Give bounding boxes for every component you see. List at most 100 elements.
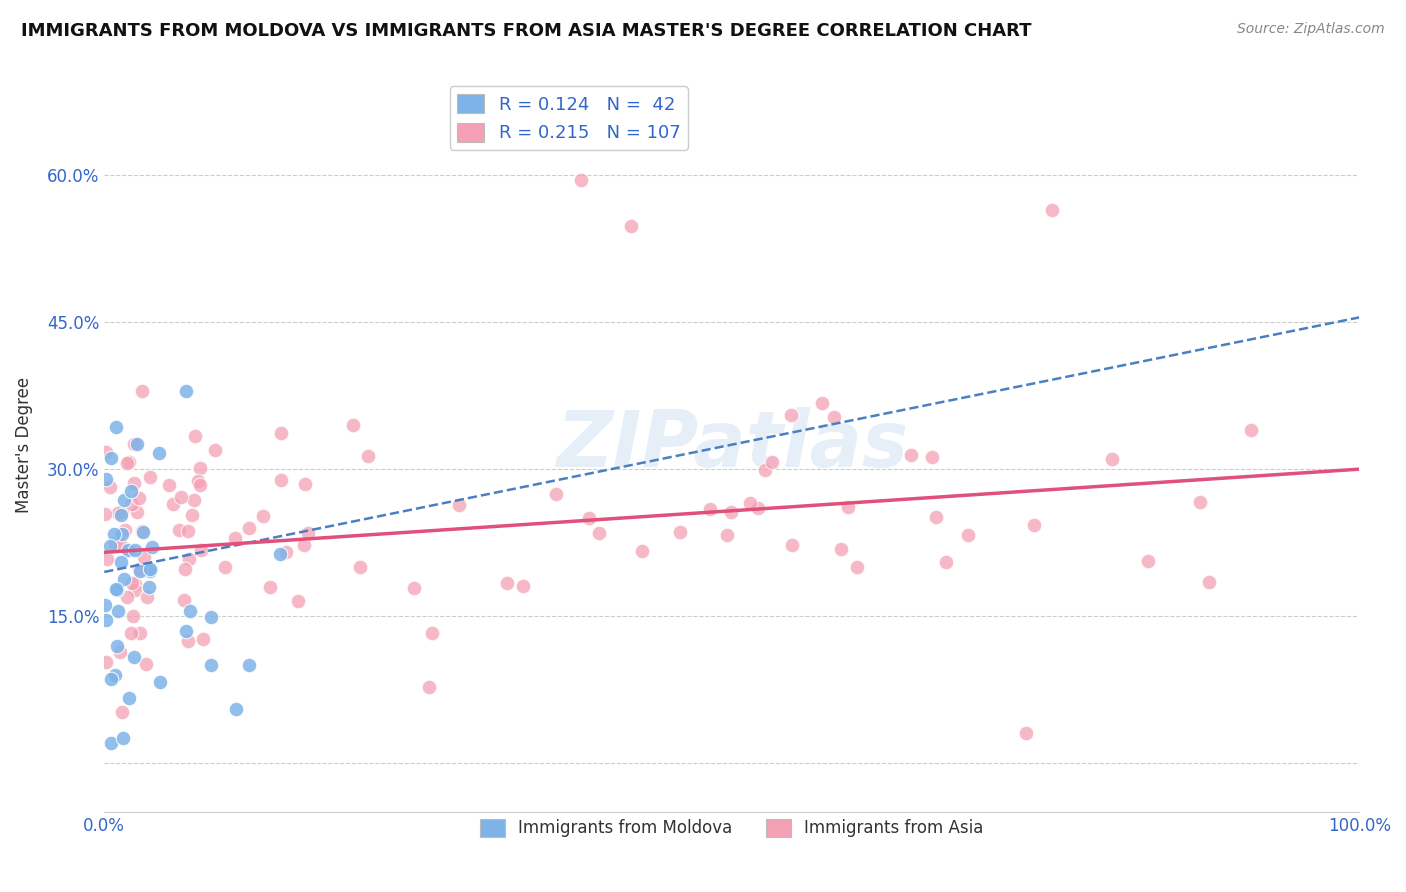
Point [188,478,211,492]
Point [104,535,127,549]
Point [114,523,136,537]
Point [141,540,163,554]
Point [356,449,378,463]
Point [100,451,122,466]
Point [174,384,197,398]
Text: ZIPatlas: ZIPatlas [555,407,908,483]
Point [420,626,443,640]
Point [269,547,291,561]
Point [115,456,138,470]
Point [578,510,600,524]
Point [111,705,134,719]
Point [118,543,141,558]
Point [104,419,127,434]
Point [112,492,135,507]
Point [1022,518,1045,533]
Point [110,508,132,522]
Point [720,505,742,519]
Point [900,448,922,462]
Point [124,577,146,591]
Point [94,613,117,627]
Point [184,429,207,443]
Point [183,493,205,508]
Point [138,562,160,576]
Point [125,436,148,450]
Point [238,658,260,673]
Point [204,442,226,457]
Point [135,657,157,671]
Point [100,672,122,686]
Point [110,537,132,551]
Point [846,560,869,574]
Point [105,582,128,597]
Point [162,497,184,511]
Point [124,542,146,557]
Point [131,524,153,539]
Point [259,580,281,594]
Point [128,491,150,505]
Y-axis label: Master's Degree: Master's Degree [15,376,32,513]
Point [447,498,470,512]
Point [569,173,592,187]
Point [169,490,191,504]
Point [93,508,115,522]
Point [274,545,297,559]
Point [187,474,209,488]
Point [148,446,170,460]
Point [174,624,197,639]
Point [544,487,567,501]
Point [200,658,222,673]
Point [149,675,172,690]
Point [1015,726,1038,740]
Point [1188,494,1211,508]
Point [115,590,138,604]
Point [104,668,127,682]
Point [132,524,155,539]
Point [128,626,150,640]
Point [188,461,211,475]
Point [105,583,128,598]
Point [167,523,190,537]
Point [200,610,222,624]
Point [297,526,319,541]
Point [111,505,134,519]
Point [238,521,260,535]
Point [111,527,134,541]
Point [292,538,315,552]
Point [935,555,957,569]
Point [112,731,135,746]
Point [117,543,139,558]
Point [761,455,783,469]
Point [190,543,212,558]
Point [96,551,118,566]
Point [837,500,859,514]
Point [120,626,142,640]
Point [120,483,142,498]
Point [139,470,162,484]
Point [103,527,125,541]
Point [177,524,200,538]
Point [128,562,150,576]
Point [94,599,117,613]
Point [957,528,980,542]
Point [122,476,145,491]
Point [1040,202,1063,217]
Point [342,418,364,433]
Point [96,655,118,669]
Point [1101,451,1123,466]
Point [129,564,152,578]
Point [699,501,721,516]
Point [1240,423,1263,437]
Point [122,650,145,665]
Point [921,450,943,464]
Point [121,497,143,511]
Point [225,702,247,716]
Point [179,604,201,618]
Point [830,541,852,556]
Point [121,575,143,590]
Point [287,594,309,608]
Point [631,543,654,558]
Point [588,525,610,540]
Point [135,590,157,604]
Legend: Immigrants from Moldova, Immigrants from Asia: Immigrants from Moldova, Immigrants from… [474,812,990,844]
